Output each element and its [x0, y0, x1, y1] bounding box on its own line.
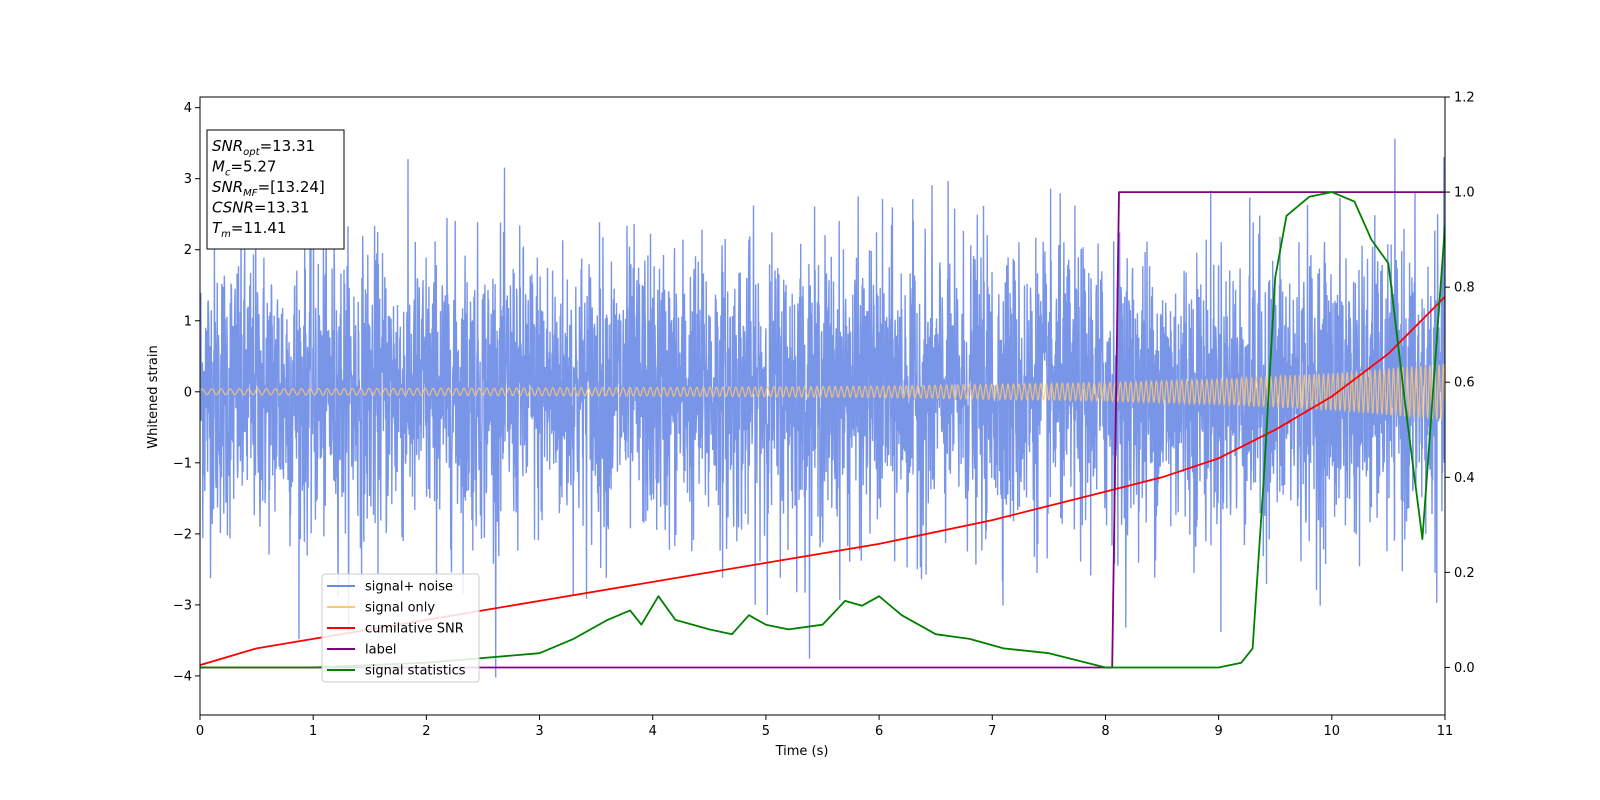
- legend-label: signal only: [365, 601, 435, 616]
- x-tick-label: 1: [309, 724, 317, 739]
- y-tick-label: −3: [173, 598, 192, 613]
- y2-tick-label: 0.0: [1454, 661, 1475, 676]
- y-axis-label: Whitened strain: [146, 345, 161, 448]
- legend-label: label: [365, 643, 396, 658]
- plot-frame: [199, 96, 1446, 716]
- y-tick-label: 0: [184, 385, 192, 400]
- y-tick-label: 2: [184, 243, 192, 258]
- x-tick-label: 2: [422, 724, 430, 739]
- x-tick-label: 11: [1437, 724, 1454, 739]
- y-tick-label: −1: [173, 456, 192, 471]
- info-box-frame: [206, 129, 345, 250]
- x-tick-label: 9: [1214, 724, 1222, 739]
- x-tick-label: 6: [875, 724, 883, 739]
- legend-label: signal statistics: [365, 664, 466, 679]
- y-tick-label: −2: [173, 527, 192, 542]
- y-tick-label: −4: [173, 669, 192, 684]
- legend-frame: [321, 573, 480, 683]
- info-line: SNRopt=13.31: [212, 137, 315, 158]
- info-line: Tm=11.41: [212, 219, 286, 240]
- y-tick-label: 3: [184, 172, 192, 187]
- y2-tick-label: 1.0: [1454, 186, 1475, 201]
- legend: signal+ noise signal only cumilative SNR la…: [321, 573, 480, 683]
- x-tick-label: 0: [196, 724, 204, 739]
- y2-tick-label: 0.4: [1454, 471, 1475, 486]
- y2-tick-label: 0.8: [1454, 281, 1475, 296]
- info-line: SNRMF=[13.24]: [212, 178, 325, 199]
- series-signal-statistics-line: [200, 191, 1445, 669]
- legend-label: cumilative SNR: [365, 622, 464, 637]
- y-tick-label: 1: [184, 314, 192, 329]
- y-tick-label: 4: [184, 101, 192, 116]
- x-tick-label: 5: [762, 724, 770, 739]
- x-tick-label: 8: [1101, 724, 1109, 739]
- y2-tick-label: 0.6: [1454, 376, 1475, 391]
- x-tick-label: 4: [649, 724, 657, 739]
- x-tick-label: 7: [988, 724, 996, 739]
- series-signal-only-line: [200, 363, 1445, 420]
- x-tick-label: 3: [535, 724, 543, 739]
- series-label-line: [200, 191, 1445, 669]
- y2-tick-label: 0.2: [1454, 566, 1475, 581]
- y2-tick-label: 1.2: [1454, 91, 1475, 106]
- x-tick-label: 10: [1324, 724, 1341, 739]
- info-box: SNRopt=13.31Mc=5.27SNRMF=[13.24]CSNR=13.…: [206, 129, 345, 250]
- axes: 0 1 2 3 4 5 6 7 8 9 10 11 −4 −3 −2 −1 0 1 2 3 4 0.0 0.2 0.4 0.6 0…: [173, 91, 1475, 740]
- x-axis-label: Time (s): [775, 744, 829, 759]
- info-line: Mc=5.27: [212, 158, 276, 179]
- legend-label: signal+ noise: [365, 580, 453, 595]
- info-line: CSNR=13.31: [212, 199, 309, 217]
